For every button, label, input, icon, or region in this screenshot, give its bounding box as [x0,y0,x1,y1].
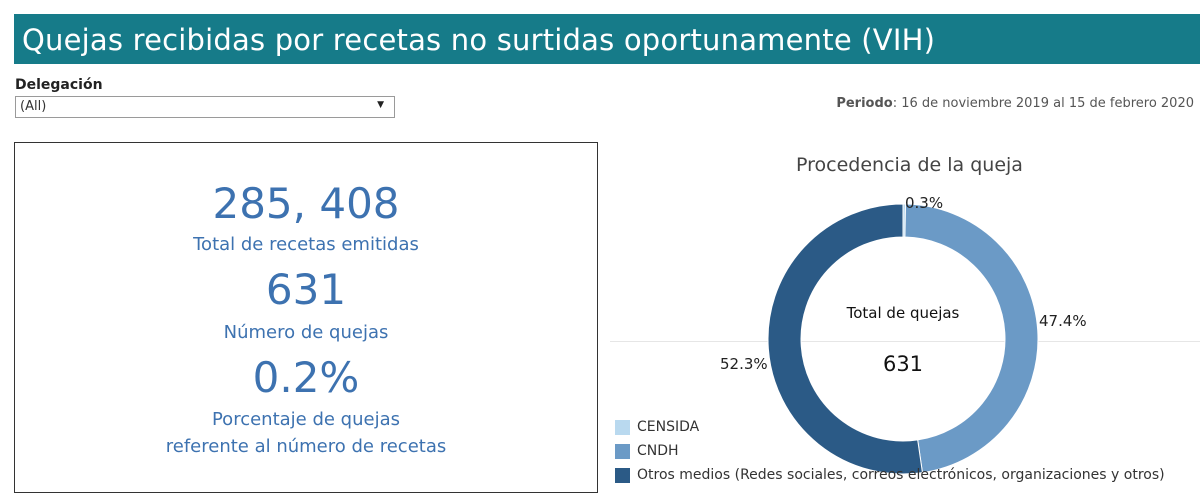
kpi-panel: 285, 408 Total de recetas emitidas 631 N… [14,142,598,493]
chart-title: Procedencia de la queja [796,154,1023,176]
chevron-down-icon: ▼ [377,100,384,110]
slice-label-censida: 0.3% [905,194,944,212]
page-title: Quejas recibidas por recetas no surtidas… [22,23,936,57]
title-bar: Quejas recibidas por recetas no surtidas… [14,14,1200,64]
delegacion-filter-label: Delegación [15,77,103,93]
delegacion-selected-value: (All) [20,99,47,114]
legend-swatch-otros [615,468,630,483]
porcentaje-value: 0.2% [252,353,360,402]
legend-label-censida: CENSIDA [637,419,700,435]
total-recetas-label: Total de recetas emitidas [193,234,419,255]
legend-swatch-cndh [615,444,630,459]
slice-cndh[interactable] [904,203,1039,474]
slice-label-otros: 52.3% [720,355,768,373]
legend-label-cndh: CNDH [637,443,679,459]
period-value: : 16 de noviembre 2019 al 15 de febrero … [892,96,1194,111]
period-label: Periodo [836,96,893,111]
divider [610,341,1200,342]
porcentaje-label-line1: Porcentaje de quejas [211,409,401,430]
legend-swatch-censida [615,420,630,435]
period-text: Periodo: 16 de noviembre 2019 al 15 de f… [836,96,1194,111]
numero-quejas-value: 631 [265,265,347,314]
donut-center-label: Total de quejas [846,304,960,322]
delegacion-dropdown[interactable]: (All) ▼ [15,96,395,118]
legend-label-otros: Otros medios (Redes sociales, correos el… [637,467,1165,483]
total-recetas-value: 285, 408 [212,179,400,228]
slice-label-cndh: 47.4% [1039,312,1087,330]
slice-otros[interactable] [767,203,924,475]
numero-quejas-label: Número de quejas [223,322,389,343]
donut-center-value: 631 [882,352,924,376]
porcentaje-label-line2: referente al número de recetas [165,436,447,457]
